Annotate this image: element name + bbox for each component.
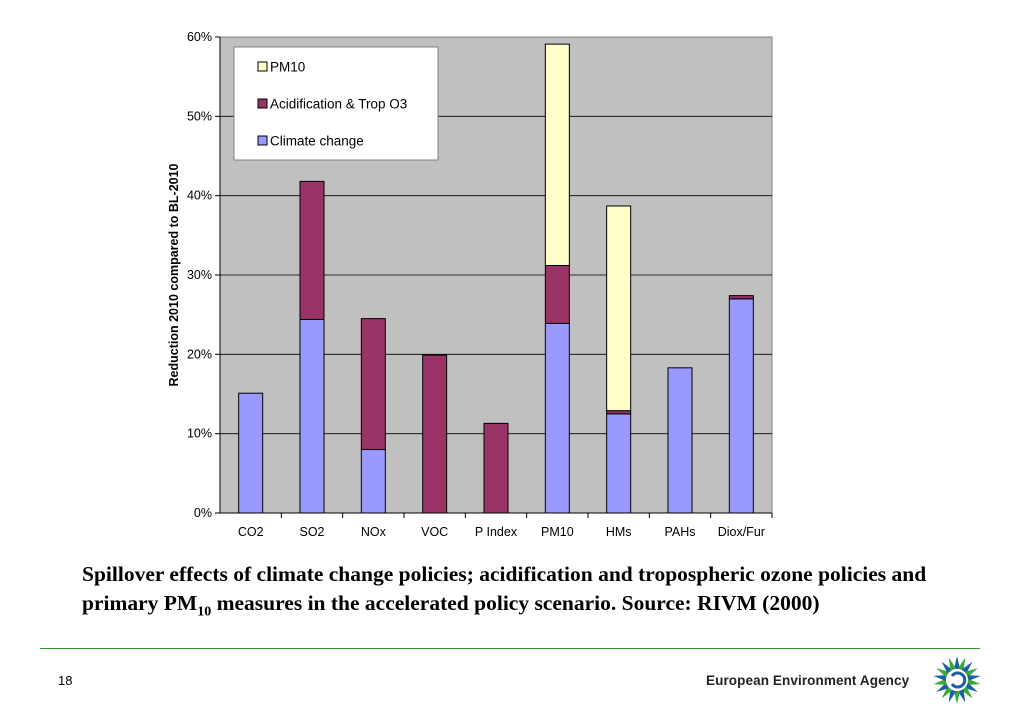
bar-segment	[728, 295, 754, 300]
bar-segment	[667, 367, 693, 514]
logo-ray	[933, 678, 947, 685]
logo-ray	[967, 678, 981, 685]
y-axis-label: Reduction 2010 compared to BL-2010	[167, 163, 181, 386]
caption-part1: Spillover effects of climate change poli…	[82, 562, 927, 615]
logo-ray	[961, 686, 973, 699]
bar-segment	[238, 392, 264, 514]
eea-star-logo-icon	[933, 656, 981, 704]
y-tick-label: 0%	[194, 506, 212, 520]
bar-segment	[606, 205, 632, 412]
y-tick-label: 10%	[187, 427, 212, 441]
figure-caption: Spillover effects of climate change poli…	[82, 560, 962, 620]
x-tick-label: Diox/Fur	[718, 525, 765, 539]
legend-swatch	[257, 135, 268, 146]
logo-ray	[936, 668, 949, 678]
logo-ray	[961, 661, 973, 674]
x-tick-label: NOx	[361, 525, 387, 539]
x-tick-label: CO2	[238, 525, 264, 539]
bar-segment	[422, 354, 448, 514]
legend-swatch	[257, 98, 268, 109]
logo-ray	[967, 675, 981, 682]
legend-label: Acidification & Trop O3	[270, 97, 407, 112]
bar-segment	[606, 413, 632, 514]
logo-ray	[957, 657, 966, 671]
stacked-bar-chart: 0% 10% 20% 30% 40% 50% 60% CO2 SO2 NOx VOC P Index P…	[167, 30, 773, 539]
bar-segment	[360, 449, 386, 514]
x-tick-label: PM10	[541, 525, 574, 539]
logo-ray	[936, 682, 949, 692]
y-tick-label: 60%	[187, 30, 212, 44]
page-number: 18	[58, 673, 73, 688]
legend-label: Climate change	[270, 134, 364, 149]
logo-ray	[965, 682, 978, 692]
bar-segment	[299, 318, 325, 514]
logo-ray	[933, 675, 947, 682]
bar-segment	[544, 322, 570, 514]
x-tick-label: HMs	[606, 525, 632, 539]
y-tick-label: 20%	[187, 347, 212, 361]
bar-segment	[299, 180, 325, 320]
bar-segment	[483, 422, 509, 514]
logo-ray	[948, 657, 957, 671]
bar-segment	[544, 264, 570, 324]
x-tick-label: VOC	[421, 525, 448, 539]
caption-part2: measures in the accelerated policy scena…	[211, 591, 820, 615]
y-tick-label: 40%	[187, 189, 212, 203]
bar-segment	[728, 298, 754, 514]
x-tick-label: SO2	[299, 525, 324, 539]
x-tick-label: P Index	[475, 525, 518, 539]
logo-ray	[948, 689, 957, 703]
bar-segment	[360, 318, 386, 451]
logo-ray	[957, 689, 966, 703]
logo-ray	[941, 686, 953, 699]
legend-swatch	[257, 61, 268, 72]
caption-subscript: 10	[197, 604, 212, 620]
y-tick-label: 50%	[187, 109, 212, 123]
y-tick-label: 30%	[187, 268, 212, 282]
legend-label: PM10	[270, 60, 305, 75]
logo-ray	[954, 691, 960, 704]
x-tick-label: PAHs	[664, 525, 695, 539]
logo-ray	[941, 661, 953, 674]
legend-box	[233, 46, 439, 161]
agency-name: European Environment Agency	[706, 673, 910, 688]
logo-ray	[954, 656, 960, 669]
footer-divider	[40, 648, 980, 649]
bar-segment	[544, 43, 570, 266]
logo-ray	[965, 668, 978, 678]
